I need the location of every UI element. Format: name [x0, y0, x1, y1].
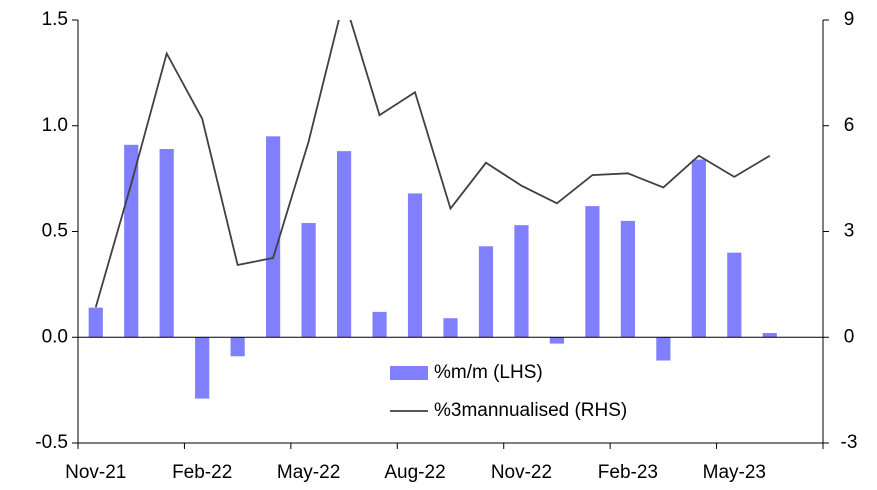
bar [443, 318, 458, 338]
bar [195, 337, 210, 399]
bar [372, 311, 387, 338]
x-tick-label: Feb-22 [172, 462, 232, 483]
bar [762, 333, 777, 338]
y2-tick-label: 0 [844, 326, 855, 347]
y2-tick-label: -3 [841, 432, 858, 453]
bar [656, 337, 671, 361]
bar [620, 220, 635, 338]
bar [124, 144, 139, 338]
bar [336, 151, 352, 338]
y-tick-label: -0.5 [35, 432, 68, 453]
x-tick-label: Aug-22 [384, 462, 445, 483]
y-tick-label: 1.0 [42, 115, 68, 136]
bar [88, 307, 103, 338]
legend-label: %3mannualised (RHS) [434, 400, 627, 421]
bar [727, 252, 742, 338]
bar [585, 206, 600, 338]
x-tick-label: Nov-21 [65, 462, 126, 483]
line [94, 20, 771, 308]
lines [94, 20, 771, 308]
bar [549, 337, 565, 344]
y-tick-label: 0.5 [42, 221, 68, 242]
x-tick-label: May-22 [277, 462, 340, 483]
bar [159, 149, 174, 338]
bar [691, 159, 706, 338]
y2-tick-label: 9 [844, 9, 855, 30]
x-tick-label: May-23 [703, 462, 766, 483]
y2-tick-label: 6 [844, 115, 855, 136]
bar [407, 193, 423, 338]
x-tick-label: Feb-23 [598, 462, 658, 483]
x-tick-label: Nov-22 [491, 462, 552, 483]
bar [266, 136, 281, 338]
y2-tick-label: 3 [844, 221, 855, 242]
bar [301, 223, 316, 338]
bar [478, 246, 494, 338]
legend-swatch [390, 366, 428, 380]
y-tick-label: 1.5 [42, 9, 68, 30]
y-tick-label: 0.0 [42, 326, 68, 347]
legend-label: %m/m (LHS) [434, 362, 543, 383]
bars [88, 136, 777, 399]
bar [230, 337, 245, 357]
bar [514, 225, 529, 338]
